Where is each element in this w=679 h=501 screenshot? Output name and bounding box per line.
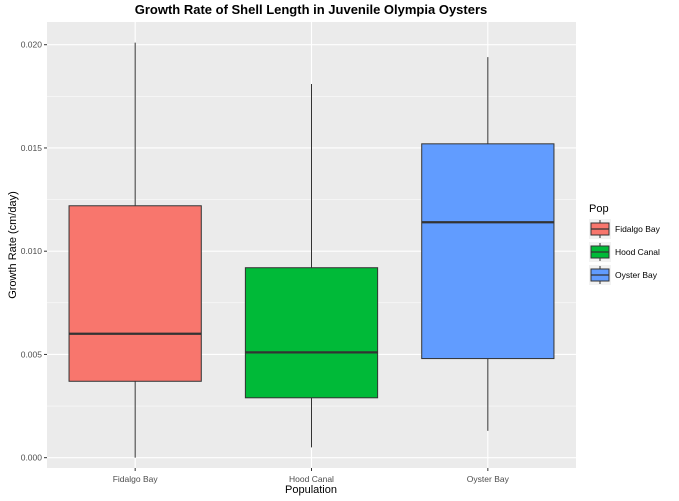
box-fidalgo-bay xyxy=(68,42,202,458)
x-tick-label: Oyster Bay xyxy=(467,474,510,484)
x-axis: Fidalgo Bay Hood Canal Oyster Bay xyxy=(113,468,510,484)
y-tick-label: 0.015 xyxy=(21,143,43,153)
x-tick-label: Fidalgo Bay xyxy=(113,474,159,484)
box-group xyxy=(68,42,555,458)
x-tick-label: Hood Canal xyxy=(289,474,334,484)
box-oyster-bay xyxy=(421,57,555,431)
box-rect xyxy=(244,267,379,399)
y-tick-label: 0.020 xyxy=(21,40,43,50)
legend-label: Hood Canal xyxy=(615,247,660,257)
legend-title: Pop xyxy=(589,203,609,215)
y-axis-title: Growth Rate (cm/day) xyxy=(7,191,19,299)
x-axis-title: Population xyxy=(285,484,337,496)
y-tick-label: 0.005 xyxy=(21,349,43,359)
chart-title: Growth Rate of Shell Length in Juvenile … xyxy=(135,2,488,17)
box-hood-canal xyxy=(244,83,379,448)
y-tick-label: 0.010 xyxy=(21,246,43,256)
y-tick-label: 0.000 xyxy=(21,453,43,463)
legend: Pop Fidalgo Bay Hood Canal Oyster Bay xyxy=(589,203,661,285)
y-axis: 0.000 0.005 0.010 0.015 0.020 xyxy=(21,40,47,463)
legend-label: Oyster Bay xyxy=(615,270,658,280)
box-rect xyxy=(421,143,555,360)
box-rect xyxy=(68,205,202,382)
legend-label: Fidalgo Bay xyxy=(615,224,661,234)
